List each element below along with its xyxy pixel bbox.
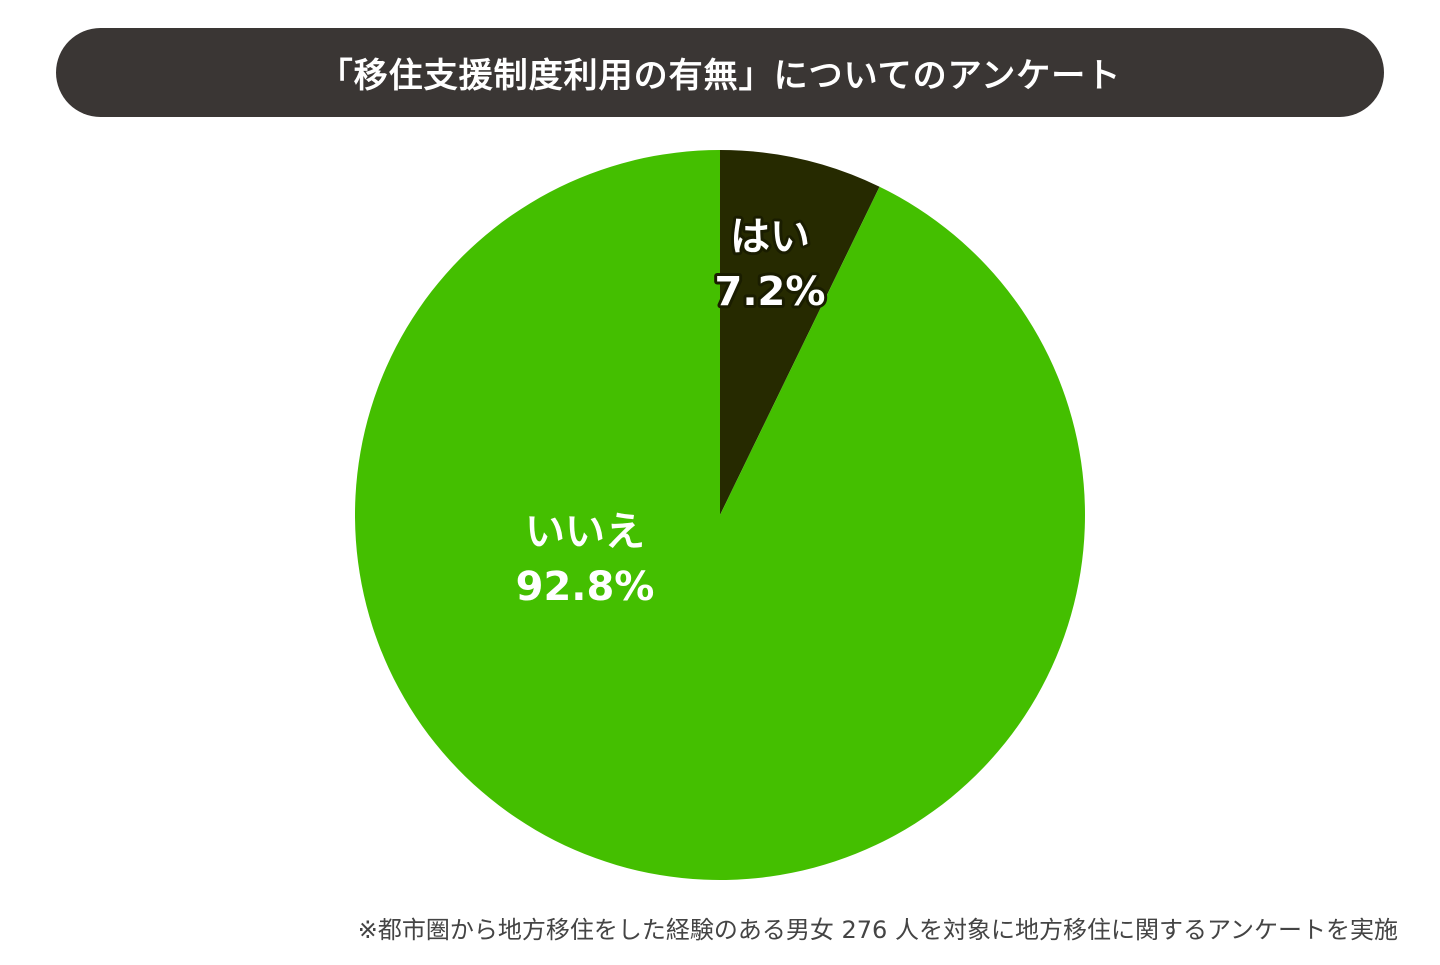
chart-title: 「移住支援制度利用の有無」についてのアンケート — [318, 56, 1122, 96]
footnote: ※都市圏から地方移住をした経験のある男女 276 人を対象に地方移住に関するアン… — [357, 916, 1398, 944]
pie-slice-0 — [720, 150, 880, 515]
slice-value-label-0: 7.2% — [715, 269, 826, 315]
slice-value-label-1: 92.8% — [516, 564, 655, 610]
slice-label-1: いいえ — [525, 509, 645, 555]
pie-slice-1 — [354, 150, 1085, 880]
chart-title-bar: 「移住支援制度利用の有無」についてのアンケート — [56, 28, 1384, 117]
slice-label-0: はい — [730, 214, 810, 260]
